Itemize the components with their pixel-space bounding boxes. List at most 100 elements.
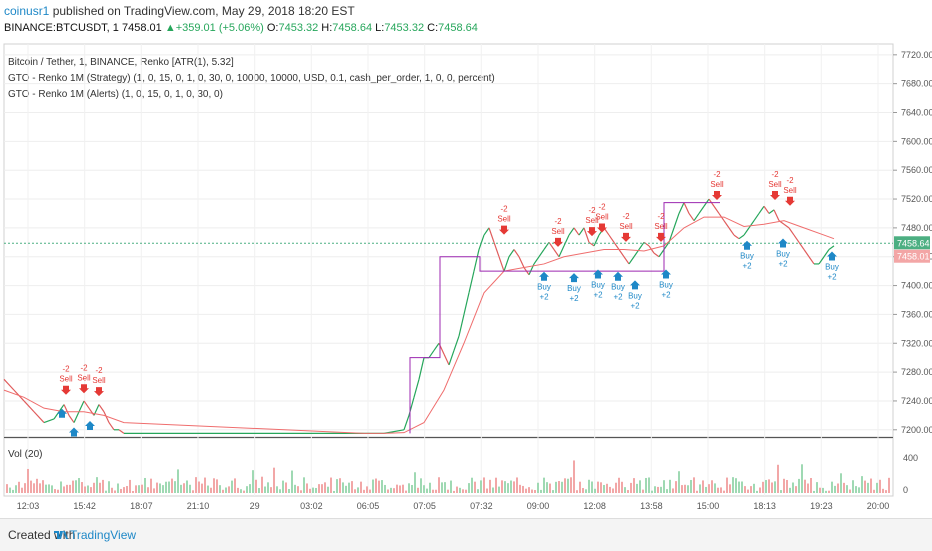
- renko-segment: [418, 357, 425, 380]
- buy-arrow-icon: [661, 269, 671, 279]
- renko-segment: [763, 205, 770, 214]
- price-change: +359.01 (+5.06%): [175, 22, 264, 34]
- volume-bar: [816, 482, 818, 493]
- tradingview-link[interactable]: TradingView: [70, 528, 137, 542]
- sell-qty-label: -2: [622, 212, 630, 221]
- volume-bar: [288, 489, 290, 493]
- volume-bar: [162, 485, 164, 493]
- volume-bar: [864, 480, 866, 493]
- renko-segment: [483, 227, 490, 236]
- renko-segment: [788, 227, 795, 236]
- volume-bar: [561, 481, 563, 493]
- renko-segment: [3, 378, 15, 391]
- volume-bar: [786, 479, 788, 493]
- renko-segment: [43, 418, 55, 424]
- volume-bar: [441, 482, 443, 493]
- x-tick-label: 12:03: [17, 501, 40, 511]
- volume-bar: [195, 477, 197, 493]
- buy-label: Buy: [567, 284, 581, 293]
- close-label: C:: [427, 22, 439, 34]
- publish-info: published on TradingView.com, May 29, 20…: [49, 4, 355, 18]
- sell-qty-label: -2: [95, 366, 103, 375]
- volume-bar: [855, 486, 857, 493]
- volume-bar: [135, 485, 137, 493]
- current-price-badge: [894, 236, 930, 250]
- renko-segment: [443, 353, 450, 366]
- buy-label: Buy: [537, 283, 551, 292]
- volume-bar: [513, 481, 515, 493]
- volume-bar: [729, 484, 731, 493]
- y-tick-label: 7600.00: [901, 136, 932, 146]
- renko-segment: [473, 249, 480, 272]
- volume-bar: [678, 471, 680, 493]
- volume-bar: [297, 486, 299, 493]
- volume-bar: [753, 483, 755, 493]
- volume-bar: [156, 482, 158, 493]
- volume-bar: [216, 479, 218, 493]
- author-link[interactable]: coinusr1: [4, 4, 50, 18]
- volume-bar: [273, 467, 275, 493]
- x-tick-label: 15:00: [697, 501, 720, 511]
- volume-bar: [735, 478, 737, 493]
- volume-bar: [78, 478, 80, 493]
- renko-segment: [553, 249, 560, 258]
- volume-bar: [357, 487, 359, 493]
- x-tick-label: 18:07: [130, 501, 153, 511]
- buy-arrow-icon: [569, 273, 579, 283]
- renko-segment: [583, 227, 590, 243]
- volume-bar: [93, 482, 95, 493]
- buy-qty-label: +2: [593, 291, 603, 300]
- sell-label: Sell: [551, 227, 565, 236]
- volume-bar: [810, 478, 812, 493]
- volume-bar: [210, 487, 212, 493]
- volume-bar: [861, 476, 863, 493]
- volume-bar: [333, 490, 335, 493]
- volume-bar: [252, 470, 254, 493]
- volume-bar: [48, 484, 50, 493]
- close-value: 7458.64: [438, 22, 478, 34]
- renko-segment: [513, 249, 520, 258]
- legend-volume[interactable]: Vol (20): [8, 449, 43, 460]
- legend-strategy[interactable]: GTO - Renko 1M (Strategy) (1, 0, 15, 0, …: [8, 73, 495, 84]
- volume-bar: [123, 487, 125, 493]
- time-axis[interactable]: 12:03 15:42 18:07 21:10 29 03:02 06:05 07:05 07:…: [17, 501, 890, 511]
- volume-bar: [234, 478, 236, 493]
- change-arrow-icon: ▲: [164, 22, 176, 34]
- volume-bar: [345, 485, 347, 493]
- x-tick-label: 03:02: [300, 501, 323, 511]
- sell-arrow-icon: [656, 232, 666, 242]
- volume-bar: [780, 490, 782, 493]
- volume-bar: [96, 477, 98, 493]
- last-price-label: 7458.01: [897, 252, 930, 262]
- volume-bar: [342, 482, 344, 493]
- price-axis[interactable]: 7720.00 7680.00 7640.00 7600.00 7560.00 7520.…: [893, 50, 932, 495]
- volume-bar: [594, 488, 596, 493]
- volume-bar: [426, 488, 428, 493]
- volume-bar: [453, 490, 455, 493]
- volume-bar: [114, 490, 116, 493]
- volume-bar: [699, 484, 701, 493]
- volume-bar: [747, 489, 749, 493]
- volume-bar: [795, 486, 797, 493]
- sell-label: Sell: [710, 180, 724, 189]
- volume-bar: [237, 487, 239, 493]
- volume-bar: [348, 482, 350, 493]
- volume-bar: [180, 484, 182, 493]
- volume-bar: [486, 488, 488, 493]
- sell-arrow-icon: [499, 225, 509, 235]
- renko-segment: [568, 227, 575, 236]
- legend-main-series[interactable]: Bitcoin / Tether, 1, BINANCE, Renko [ATR…: [8, 57, 234, 68]
- volume-bar: [429, 482, 431, 493]
- buy-qty-label: +2: [742, 262, 752, 271]
- volume-bar: [12, 489, 14, 493]
- volume-bar: [804, 479, 806, 493]
- volume-bar: [867, 482, 869, 493]
- legend-alerts[interactable]: GTO - Renko 1M (Alerts) (1, 0, 15, 0, 1,…: [8, 89, 223, 100]
- renko-segment: [803, 249, 810, 258]
- sell-qty-label: -2: [713, 170, 721, 179]
- sell-qty-label: -2: [598, 202, 606, 211]
- volume-bar: [150, 478, 152, 493]
- sell-arrow-icon: [553, 237, 563, 247]
- volume-bar: [144, 477, 146, 493]
